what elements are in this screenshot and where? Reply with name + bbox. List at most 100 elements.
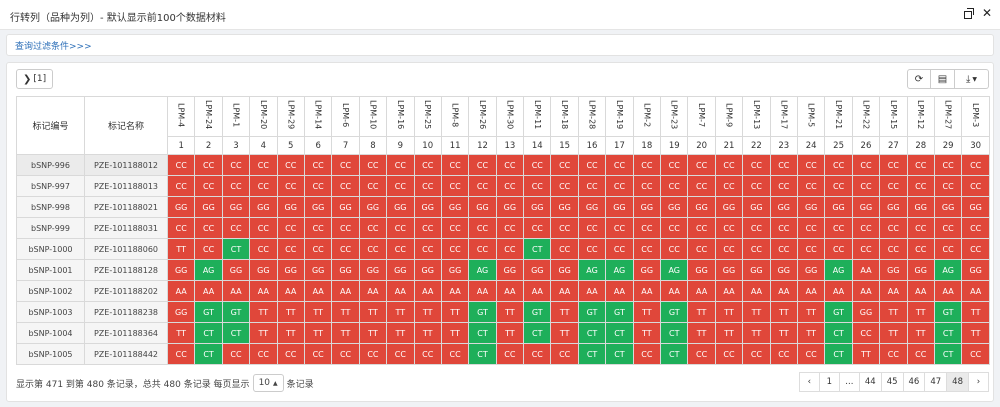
column-header-variety[interactable]: LPM-14 <box>303 96 333 137</box>
page-ellipsis[interactable]: ... <box>838 372 860 392</box>
column-header-variety[interactable]: LPM-20 <box>249 96 278 137</box>
genotype-cell: CC <box>660 154 689 176</box>
column-header-variety[interactable]: LPM-18 <box>550 96 579 137</box>
genotype-cell: CT <box>660 322 689 344</box>
genotype-cell: AA <box>687 280 716 302</box>
table-row[interactable]: bSNP-1005 PZE-101188442 CC CT CC CC CC CC CC CC CC… <box>16 343 990 365</box>
column-header-variety[interactable]: LPM-7 <box>687 96 716 137</box>
column-number: 14 <box>523 136 552 155</box>
genotype-cell: CC <box>605 238 634 260</box>
page-button-1[interactable]: 1 <box>818 372 840 392</box>
next-page-button[interactable]: › <box>968 372 989 392</box>
variety-label: LPM-30 <box>505 100 515 130</box>
column-header-variety[interactable]: LPM-17 <box>769 96 798 137</box>
genotype-cell: TT <box>249 322 278 344</box>
column-header-variety[interactable]: LPM-11 <box>523 96 552 137</box>
genotype-cell: CC <box>386 154 415 176</box>
column-header-variety[interactable]: LPM-15 <box>879 96 908 137</box>
column-header-variety[interactable]: LPM-3 <box>961 96 990 137</box>
table-row[interactable]: bSNP-1004 PZE-101188364 TT CT CT TT TT TT TT TT TT… <box>16 322 990 344</box>
genotype-cell: CT <box>660 343 689 365</box>
column-header-variety[interactable]: LPM-13 <box>742 96 771 137</box>
genotype-cell: AA <box>961 280 990 302</box>
column-header-variety[interactable]: LPM-19 <box>605 96 634 137</box>
column-header-variety[interactable]: LPM-28 <box>577 96 607 137</box>
column-header-variety[interactable]: LPM-4 <box>166 96 196 137</box>
column-number: 24 <box>796 136 826 155</box>
genotype-cell: CC <box>468 238 497 260</box>
genotype-cell: GG <box>523 259 552 281</box>
genotype-cell: CC <box>660 175 689 197</box>
refresh-button[interactable]: ⟳ <box>907 69 931 89</box>
genotype-cell: TT <box>769 301 798 323</box>
genotype-cell: TT <box>796 301 826 323</box>
column-header-variety[interactable]: LPM-30 <box>495 96 525 137</box>
genotype-cell: CC <box>714 154 744 176</box>
prev-page-button[interactable]: ‹ <box>798 372 820 392</box>
table-row[interactable]: bSNP-1002 PZE-101188202 AA AA AA AA AA AA AA AA AA… <box>16 280 990 302</box>
page-button-44[interactable]: 44 <box>858 372 882 392</box>
column-header-variety[interactable]: LPM-8 <box>440 96 470 137</box>
column-header-variety[interactable]: LPM-24 <box>194 96 223 137</box>
column-header-variety[interactable]: LPM-27 <box>933 96 963 137</box>
genotype-cell: CC <box>577 217 607 239</box>
variety-label: LPM-17 <box>779 100 789 130</box>
variety-label: LPM-26 <box>477 100 487 130</box>
column-header-variety[interactable]: LPM-1 <box>221 96 251 137</box>
column-header-variety[interactable]: LPM-29 <box>276 96 305 137</box>
column-header-variety[interactable]: LPM-21 <box>824 96 853 137</box>
page-button-45[interactable]: 45 <box>880 372 904 392</box>
variety-label: LPM-28 <box>587 100 597 130</box>
column-header-variety[interactable]: LPM-10 <box>358 96 388 137</box>
toggle-view-label: [1] <box>33 74 47 84</box>
export-button[interactable]: ⤓ ▼ <box>955 69 989 89</box>
table-row[interactable]: bSNP-1003 PZE-101188238 GG GT GT TT TT TT TT TT TT… <box>16 301 990 323</box>
genotype-cell: CC <box>879 154 908 176</box>
column-header-marker-name[interactable]: 标记名称 <box>84 96 168 155</box>
genotype-cell: AG <box>194 259 223 281</box>
genotype-cell: AA <box>221 280 251 302</box>
page-size-select[interactable]: 10 ▲ <box>252 374 284 392</box>
page-button-48[interactable]: 48 <box>946 372 969 392</box>
restore-icon[interactable] <box>964 8 974 19</box>
genotype-cell: GG <box>413 259 442 281</box>
column-number: 25 <box>824 136 853 155</box>
genotype-cell: CC <box>413 343 442 365</box>
genotype-cell: AA <box>413 280 442 302</box>
close-icon[interactable]: ✕ <box>982 6 993 20</box>
table-row[interactable]: bSNP-997 PZE-101188013 CC CC CC CC CC CC CC CC CC C… <box>16 175 990 197</box>
filter-conditions-link[interactable]: 查询过滤条件>>> <box>15 42 92 52</box>
page-button-46[interactable]: 46 <box>902 372 926 392</box>
column-header-variety[interactable]: LPM-22 <box>851 96 881 137</box>
caret-down-icon: ▼ <box>972 75 978 83</box>
table-row[interactable]: bSNP-1000 PZE-101188060 TT CC CT CC CC CC CC CC CC… <box>16 238 990 260</box>
column-header-variety[interactable]: LPM-12 <box>906 96 935 137</box>
columns-button[interactable]: ▤ <box>931 69 955 89</box>
column-header-variety[interactable]: LPM-9 <box>714 96 744 137</box>
column-header-variety[interactable]: LPM-16 <box>386 96 415 137</box>
toggle-view-button[interactable]: ❯ [1] <box>16 69 54 89</box>
column-header-variety[interactable]: LPM-23 <box>660 96 689 137</box>
column-number: 23 <box>769 136 798 155</box>
column-header-variety[interactable]: LPM-2 <box>632 96 662 137</box>
column-header-variety[interactable]: LPM-25 <box>413 96 442 137</box>
genotype-cell: CC <box>796 343 826 365</box>
table-row[interactable]: bSNP-998 PZE-101188021 GG GG GG GG GG GG GG GG GG G… <box>16 196 990 218</box>
genotype-cell: GG <box>851 196 881 218</box>
variety-label: LPM-13 <box>751 100 761 130</box>
genotype-cell: TT <box>249 301 278 323</box>
genotype-cell: CC <box>495 175 525 197</box>
table-row[interactable]: bSNP-996 PZE-101188012 CC CC CC CC CC CC CC CC CC C… <box>16 154 990 176</box>
genotype-cell: TT <box>386 301 415 323</box>
table-row[interactable]: bSNP-999 PZE-101188031 CC CC CC CC CC CC CC CC CC C… <box>16 217 990 239</box>
column-header-marker-id[interactable]: 标记编号 <box>16 96 85 155</box>
table-row[interactable]: bSNP-1001 PZE-101188128 GG AG GG GG GG GG GG GG GG… <box>16 259 990 281</box>
column-number: 3 <box>221 136 251 155</box>
genotype-cell: CC <box>851 322 881 344</box>
column-header-variety[interactable]: LPM-26 <box>468 96 497 137</box>
page-button-47[interactable]: 47 <box>924 372 948 392</box>
genotype-cell: TT <box>386 322 415 344</box>
column-header-variety[interactable]: LPM-6 <box>331 96 360 137</box>
genotype-cell: TT <box>276 322 305 344</box>
column-header-variety[interactable]: LPM-5 <box>796 96 826 137</box>
